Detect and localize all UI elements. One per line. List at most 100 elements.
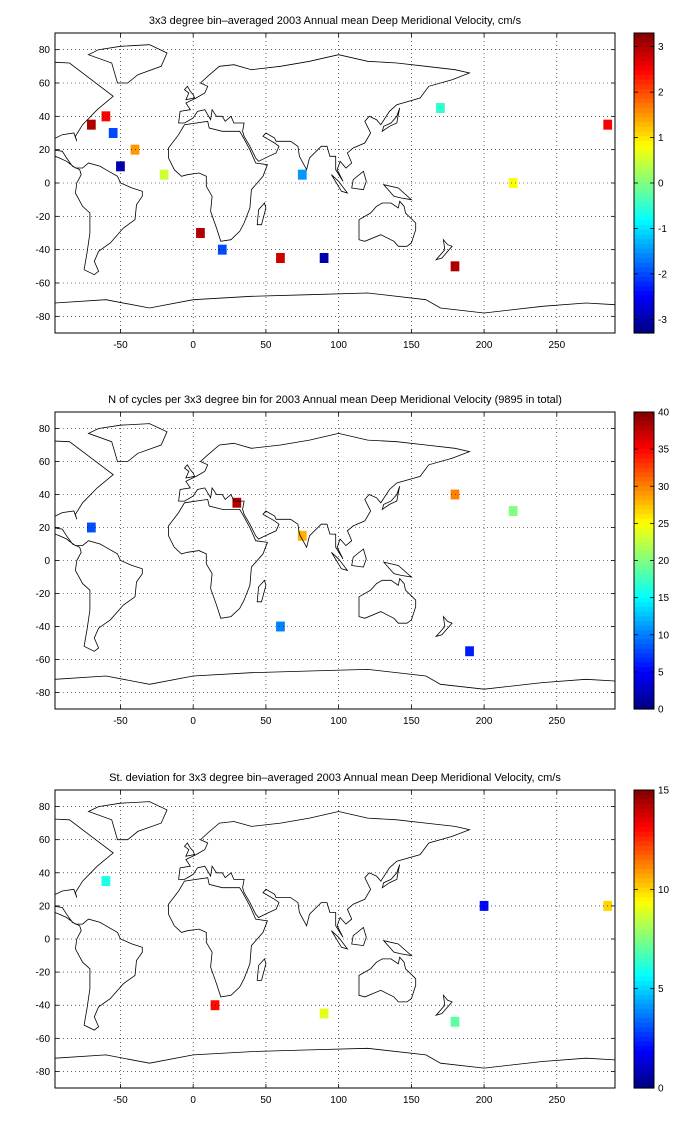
data-cell (508, 178, 518, 188)
colorbar-band (634, 915, 654, 921)
coastline-antarctica (55, 668, 615, 690)
colorbar-band (634, 444, 654, 450)
colorbar-band (634, 999, 654, 1005)
data-cell (479, 900, 489, 911)
data-cell (276, 621, 285, 632)
colorbar-band (634, 318, 654, 325)
colorbar-band (634, 681, 654, 687)
data-cell (217, 244, 227, 255)
x-tick-label: 50 (260, 340, 272, 351)
colorbar-band (634, 486, 654, 492)
data-cell (297, 169, 307, 180)
data-cell (450, 261, 460, 272)
colorbar-band (634, 695, 654, 701)
colorbar-band (634, 286, 654, 292)
x-tick-label: -50 (113, 716, 128, 727)
chart-title: 3x3 degree bin–averaged 2003 Annual mean… (149, 15, 522, 27)
colorbar-band (634, 140, 654, 147)
colorbar-band (634, 657, 654, 664)
coastline-greenland (87, 423, 168, 462)
colorbar-band (634, 225, 654, 231)
colorbar-band (634, 803, 654, 810)
x-tick-label: 250 (548, 340, 565, 351)
colorbar-band (634, 300, 654, 306)
colorbar-tick-label: -1 (658, 224, 667, 235)
y-tick-label: -80 (36, 1067, 51, 1078)
colorbar-tick-label: 2 (658, 88, 664, 99)
colorbar-band (634, 541, 654, 548)
colorbar-band (634, 481, 654, 487)
colorbar-tick-label: -2 (658, 269, 667, 280)
colorbar-band (634, 579, 654, 585)
colorbar-band (634, 794, 654, 800)
colorbar-tick-label: 20 (658, 556, 670, 567)
colorbar-band (634, 258, 654, 264)
x-tick-label: 0 (190, 340, 196, 351)
colorbar-band (634, 412, 654, 418)
colorbar-band (634, 528, 654, 534)
colorbar-band (634, 33, 654, 39)
coastline-eurasia (178, 811, 471, 938)
colorbar-band (634, 957, 654, 963)
colorbar-band (634, 985, 654, 991)
coastline-sumatra (331, 552, 349, 572)
colorbar-band (634, 89, 654, 95)
colorbar-band (634, 690, 654, 696)
colorbar-tick-label: 25 (658, 519, 670, 530)
colorbar-tick-label: 10 (658, 885, 670, 896)
colorbar-tick-label: 10 (658, 630, 670, 641)
colorbar-band (634, 1064, 654, 1070)
colorbar-band (634, 197, 654, 203)
colorbar-band (634, 565, 654, 571)
colorbar-band (634, 602, 654, 608)
colorbar-band (634, 1060, 654, 1066)
colorbar-band (634, 295, 654, 301)
coastline-antarctica (55, 1047, 615, 1069)
colorbar-band (634, 929, 654, 935)
coastline-borneo (351, 548, 367, 568)
y-tick-label: 40 (39, 490, 51, 501)
colorbar-band (634, 131, 654, 137)
colorbar-band (634, 897, 654, 903)
colorbar-band (634, 37, 654, 43)
colorbar-band (634, 42, 654, 48)
colorbar-band (634, 911, 654, 917)
coastline-borneo (351, 926, 367, 947)
colorbar-band (634, 1069, 654, 1075)
x-tick-label: 0 (190, 1095, 196, 1106)
coastline-americas (55, 440, 143, 652)
colorbar-band (634, 1074, 654, 1080)
colorbar-band (634, 878, 654, 884)
x-tick-label: 250 (548, 716, 565, 727)
colorbar-band (634, 112, 654, 118)
colorbar-band (634, 934, 654, 940)
colorbar-band (634, 239, 654, 245)
colorbar-band (634, 943, 654, 949)
coastline-australia (358, 200, 417, 247)
colorbar-band (634, 262, 654, 268)
panel-2: N of cycles per 3x3 degree bin for 2003 … (36, 394, 670, 727)
colorbar-band (634, 309, 654, 315)
colorbar-band (634, 178, 654, 184)
colorbar-band (634, 831, 654, 838)
colorbar-band (634, 253, 654, 259)
colorbar-band (634, 883, 654, 889)
colorbar-band (634, 1041, 654, 1047)
colorbar-band (634, 206, 654, 212)
x-tick-label: 250 (548, 1095, 565, 1106)
y-tick-label: 80 (39, 424, 51, 435)
colorbar-band (634, 75, 654, 81)
coastline-americas (55, 61, 143, 276)
colorbar-band (634, 523, 654, 529)
colorbar-band (634, 1008, 654, 1015)
coastline-japan (381, 486, 401, 511)
colorbar-band (634, 472, 654, 478)
colorbar-band (634, 215, 654, 222)
colorbar-band (634, 514, 654, 520)
y-tick-label: -60 (36, 279, 51, 290)
colorbar-band (634, 458, 654, 464)
colorbar-band (634, 648, 654, 654)
x-tick-label: 150 (403, 340, 420, 351)
coastline-eurasia (178, 54, 471, 182)
colorbar-band (634, 79, 654, 86)
